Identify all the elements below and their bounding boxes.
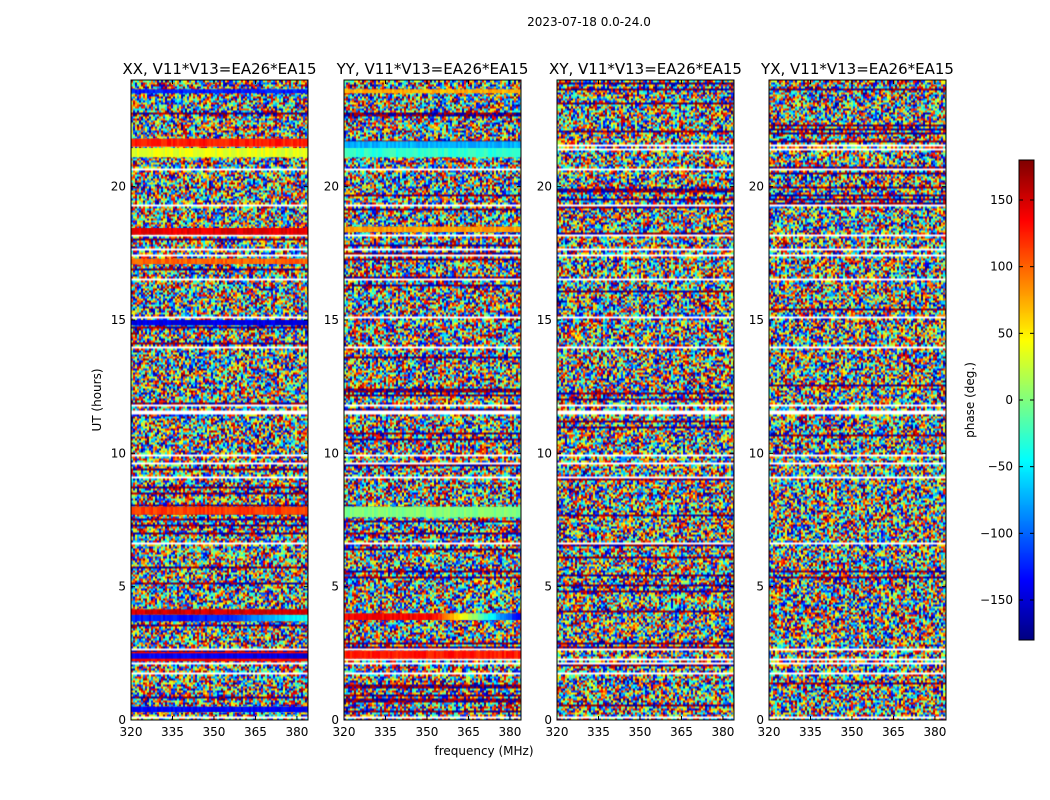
x-tick-label: 350 (629, 725, 652, 739)
panel-4: YX, V11*V13=EA26*EA15 320 335 350 365 380 0 5 10… (749, 60, 954, 739)
y-tick-label: 15 (537, 313, 552, 327)
x-tick-label: 350 (841, 725, 864, 739)
y-tick-label: 15 (324, 313, 339, 327)
colorbar-gradient (1019, 160, 1034, 640)
y-tick-label: 10 (537, 446, 552, 460)
y-axis-label: UT (hours) (90, 368, 104, 431)
x-tick-label: 365 (244, 725, 267, 739)
y-tick-label: 10 (749, 446, 764, 460)
x-tick-label: 335 (161, 725, 184, 739)
x-tick-label: 380 (498, 725, 521, 739)
panels: XX, V11*V13=EA26*EA15 320 335 350 365 380 0 5 10… (90, 60, 954, 758)
y-tick-label: 20 (537, 180, 552, 194)
x-tick-label: 365 (457, 725, 480, 739)
y-tick-label: 20 (749, 180, 764, 194)
heatmap-image (557, 80, 734, 720)
colorbar-tick-label: 50 (998, 326, 1013, 340)
x-tick-label: 365 (670, 725, 693, 739)
colorbar-tick-label: 100 (990, 260, 1013, 274)
colorbar-tick-label: 0 (1005, 393, 1013, 407)
y-tick-label: 0 (756, 713, 764, 727)
panel-title: YX, V11*V13=EA26*EA15 (760, 60, 954, 78)
heatmap-image (769, 80, 946, 720)
heatmap-image (131, 80, 308, 720)
x-tick-label: 380 (711, 725, 734, 739)
y-tick-label: 0 (544, 713, 552, 727)
panel-3: XY, V11*V13=EA26*EA15 320 335 350 365 380 0 5 10… (537, 60, 742, 739)
x-tick-label: 365 (882, 725, 905, 739)
y-tick-label: 20 (324, 180, 339, 194)
x-tick-label: 335 (374, 725, 397, 739)
y-tick-label: 5 (544, 580, 552, 594)
x-tick-label: 335 (587, 725, 610, 739)
y-tick-label: 0 (118, 713, 126, 727)
x-tick-label: 380 (923, 725, 946, 739)
x-tick-label: 320 (120, 725, 143, 739)
x-tick-label: 380 (285, 725, 308, 739)
y-tick-label: 10 (324, 446, 339, 460)
y-tick-label: 15 (111, 313, 126, 327)
y-tick-label: 0 (331, 713, 339, 727)
plot-frame (768, 79, 947, 721)
colorbar: 150 100 50 0 −50 −100 −150 phase (deg.) (963, 159, 1035, 641)
x-tick-label: 335 (799, 725, 822, 739)
panel-1: XX, V11*V13=EA26*EA15 320 335 350 365 380 0 5 10… (90, 60, 317, 739)
colorbar-tick-label: −50 (988, 460, 1013, 474)
y-tick-label: 5 (756, 580, 764, 594)
panel-title: XX, V11*V13=EA26*EA15 (122, 60, 316, 78)
panel-title: XY, V11*V13=EA26*EA15 (549, 60, 742, 78)
heatmap-image (344, 80, 521, 720)
plot-frame (556, 79, 735, 721)
y-tick-label: 5 (118, 580, 126, 594)
y-tick-label: 5 (331, 580, 339, 594)
colorbar-tick-label: 150 (990, 193, 1013, 207)
x-axis-label: frequency (MHz) (434, 744, 533, 758)
x-tick-label: 320 (333, 725, 356, 739)
colorbar-tick-label: −100 (980, 526, 1013, 540)
x-tick-label: 320 (758, 725, 781, 739)
x-tick-label: 350 (203, 725, 226, 739)
y-tick-label: 10 (111, 446, 126, 460)
colorbar-label: phase (deg.) (963, 362, 977, 438)
figure-suptitle: 2023-07-18 0.0-24.0 (527, 15, 651, 29)
x-tick-label: 350 (416, 725, 439, 739)
colorbar-tick-label: −150 (980, 593, 1013, 607)
panel-title: YY, V11*V13=EA26*EA15 (336, 60, 529, 78)
y-tick-label: 20 (111, 180, 126, 194)
x-tick-label: 320 (546, 725, 569, 739)
plot-frame (130, 79, 309, 721)
y-tick-label: 15 (749, 313, 764, 327)
plot-frame (343, 79, 522, 721)
panel-2: YY, V11*V13=EA26*EA15 320 335 350 365 380 0 5 10… (324, 60, 534, 758)
